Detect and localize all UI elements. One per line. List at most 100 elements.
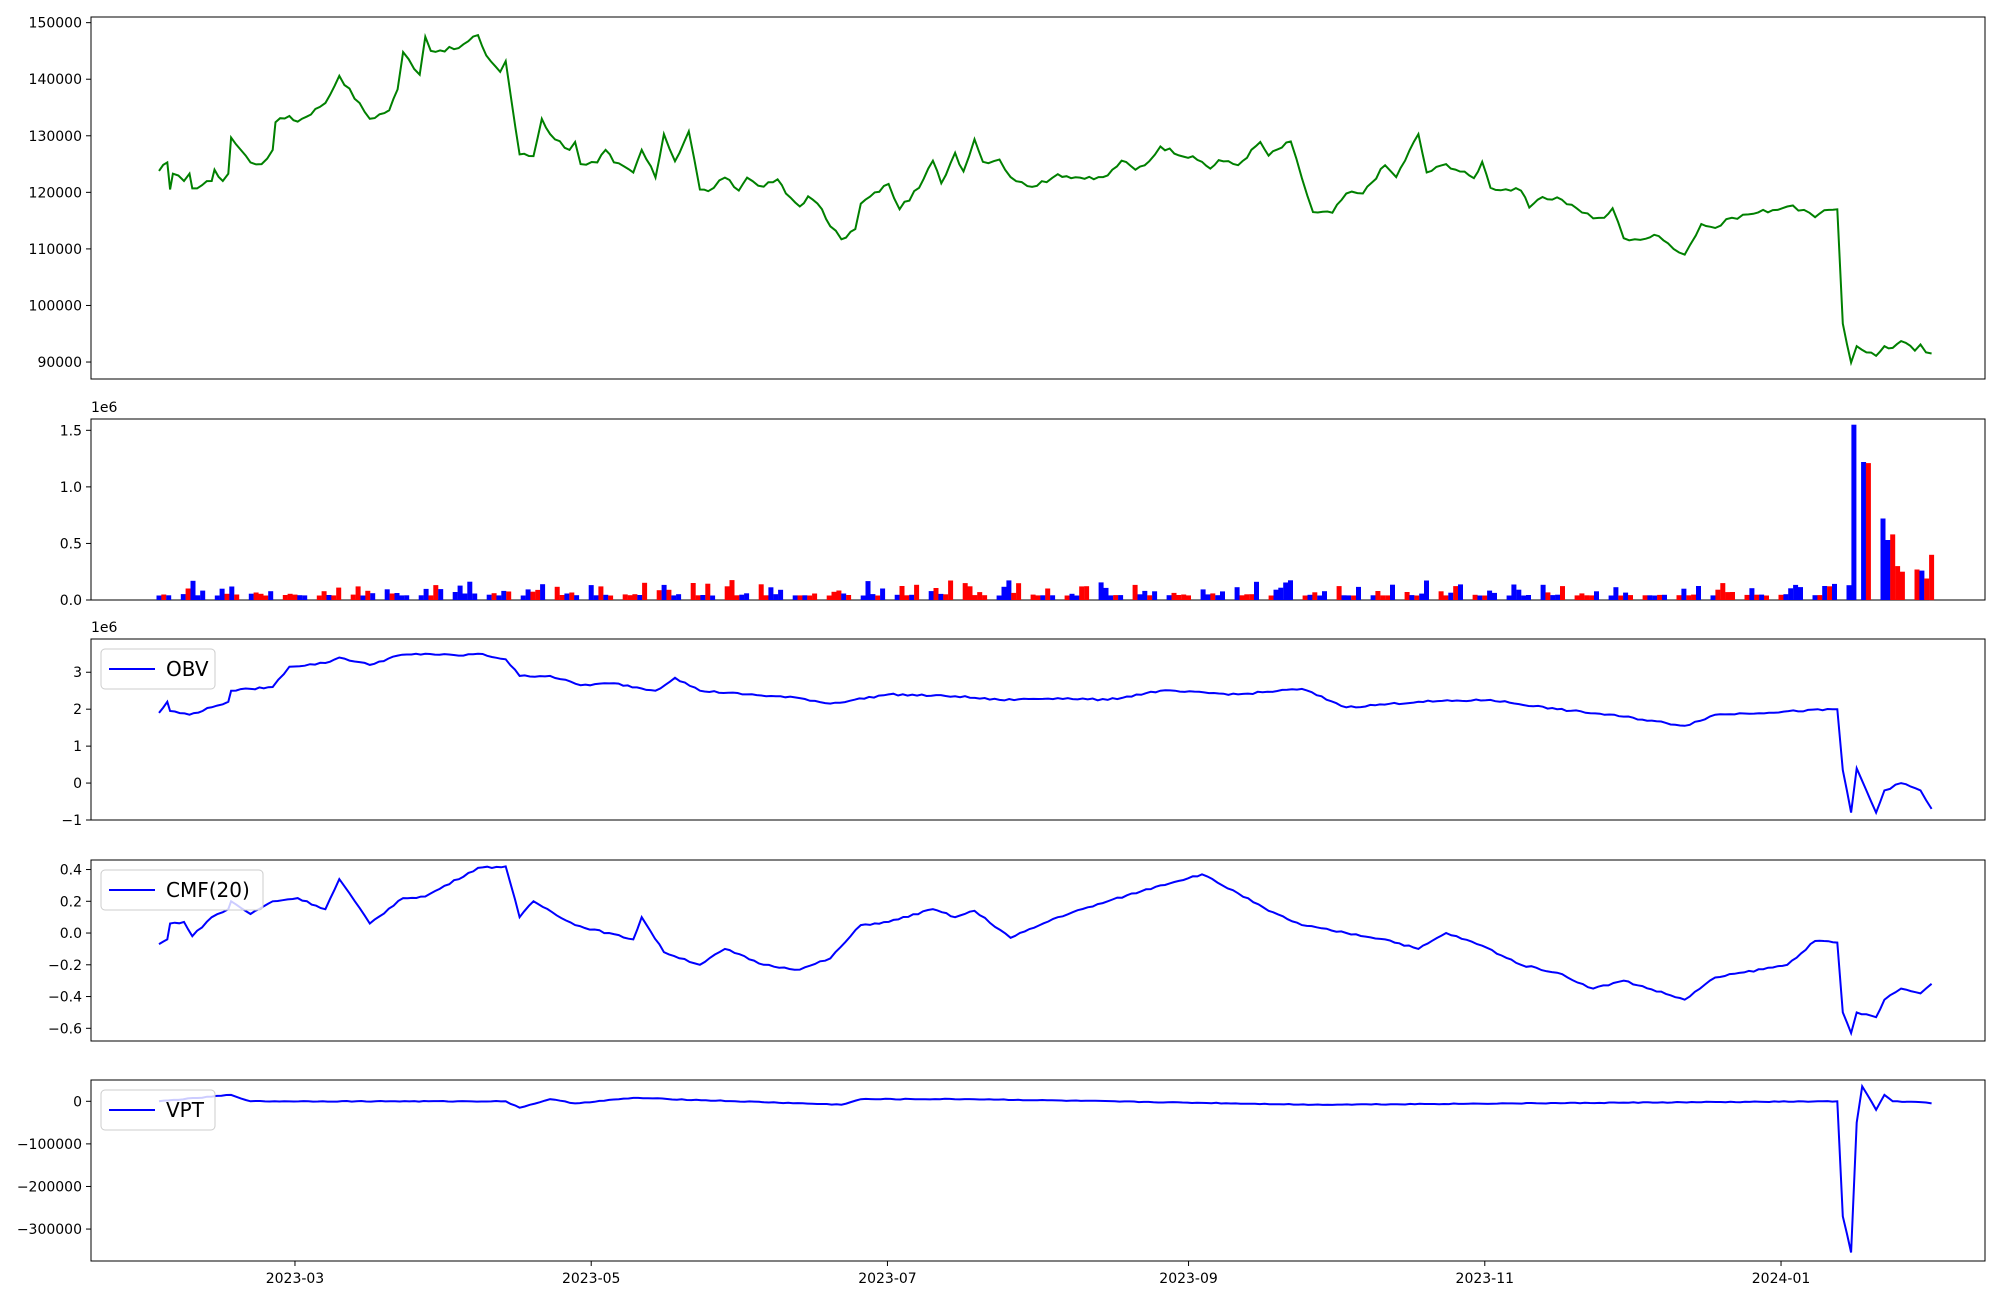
volume-bar [1118,595,1124,600]
y-tick-label: −200000 [17,1179,82,1195]
volume-bar [200,590,206,600]
volume-bar [860,595,866,600]
volume-bar [423,588,429,600]
volume-bar [219,588,225,600]
volume-bar [559,595,565,600]
volume-bar [1030,594,1036,600]
volume-bar [1390,584,1395,600]
volume-bar [1016,583,1022,600]
volume-bar [1516,589,1522,600]
volume-bar [1385,595,1391,600]
volume-bar [1890,534,1896,600]
volume-bar [1642,595,1648,600]
volume-bar [870,594,876,600]
volume-bar [1268,595,1274,600]
volume-bar [773,594,779,600]
volume-bar [1793,584,1799,600]
volume-bar [1050,595,1056,600]
volume-bar [826,595,832,600]
volume-bar [1652,595,1658,600]
volume-bar [836,590,842,600]
volume-bar [1283,582,1289,600]
volume-bar [1521,595,1527,600]
series-line-price [158,32,1932,367]
volume-bar [1215,595,1221,600]
legend-label: CMF(20) [166,878,250,902]
volume-bar [331,595,337,600]
volume-bar [452,592,458,600]
volume-bar [1895,566,1901,600]
panel-obv: −1 0 1 2 3 1e6 OBV [61,620,1986,829]
y-tick-label: 100000 [29,298,82,314]
y-tick-label: −0.4 [48,990,82,1006]
volume-bar [1351,595,1357,600]
volume-bar [1419,593,1425,600]
volume-bar [287,593,293,600]
volume-bar [1788,588,1794,600]
volume-bar [1846,585,1852,600]
volume-bar [1142,590,1148,600]
y-tick-label: 1 [73,739,82,755]
volume-bar [943,594,949,600]
series-line-vpt [158,1083,1932,1253]
volume-bar [1715,589,1721,600]
volume-bar [608,595,614,600]
volume-bar [1696,586,1701,600]
volume-bar [1574,595,1580,600]
volume-bar [365,590,371,600]
x-tick-label: 2023-09 [1159,1271,1218,1287]
y-tick-label: −0.2 [48,958,82,974]
volume-bar [292,594,298,600]
volume-bar [535,589,541,600]
y-tick-label: 120000 [29,185,82,201]
volume-bar [1545,592,1551,600]
volume-bar [540,584,546,600]
y-tick-label: 150000 [29,16,82,32]
volume-bar [462,593,468,600]
volume-bar [1084,586,1090,600]
volume-bar [739,594,745,600]
y-tick-label: 1.0 [60,480,82,496]
volume-bar [962,583,968,600]
volume-bar [360,595,366,600]
y-tick-label: 0 [73,1094,82,1110]
volume-bar [588,585,594,600]
volume-bar [501,590,507,600]
volume-bar [948,580,954,600]
volume-bar [807,595,813,600]
volume-bar [248,593,254,600]
y-tick-label: 3 [73,665,82,681]
volume-bar [1885,540,1891,600]
volume-bar [1171,592,1177,600]
volume-bar [326,595,332,600]
volume-bar [282,595,288,600]
volume-bar [1108,595,1114,600]
volume-bar [399,595,405,600]
volume-bar [1210,593,1216,600]
volume-bar [1730,592,1735,600]
volume-bar [661,584,667,600]
volume-bar [1074,595,1080,600]
legend: OBV [100,648,216,690]
volume-bar [1064,595,1070,600]
volume-bar [574,595,580,600]
volume-bar [894,594,900,600]
volume-bar [1628,595,1633,600]
legend: CMF(20) [100,869,264,911]
volume-bar [1069,593,1075,600]
volume-bar [1812,595,1818,600]
volume-bar [268,591,274,600]
volume-bar [1424,580,1429,600]
volume-bar [1307,594,1313,600]
volume-bar [554,586,560,600]
y-tick-label: 0 [73,776,82,792]
volume-bar [1205,594,1211,600]
volume-bar [1618,595,1624,600]
volume-bar [316,595,322,600]
volume-bar [1234,587,1240,600]
volume-bar [457,585,463,600]
volume-bar [914,584,920,600]
volume-bar [1103,587,1109,600]
volume-bar [355,586,361,600]
